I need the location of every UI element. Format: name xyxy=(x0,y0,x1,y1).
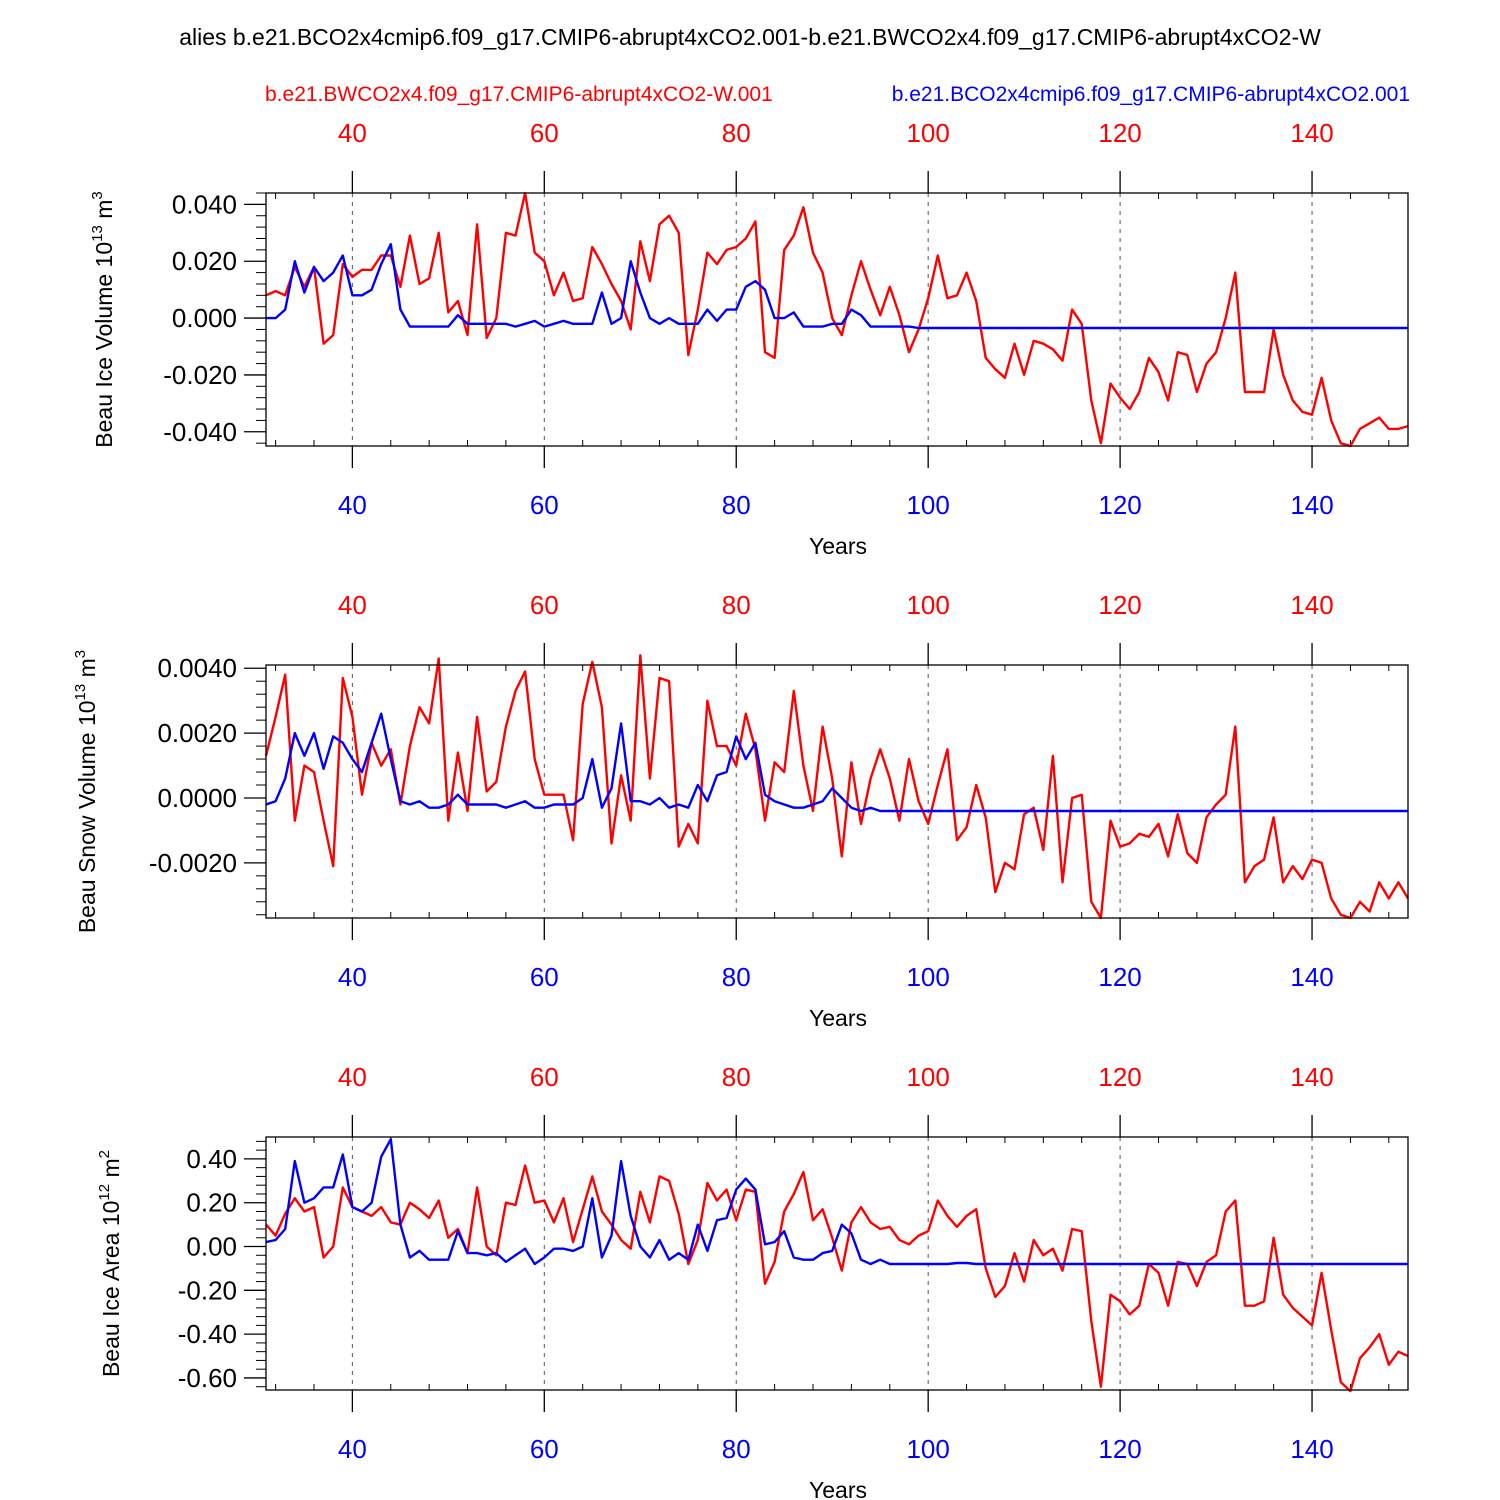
panel-ice-area: 40 40 60 60 80 80 100 100 120 120 140 140 0.40 0.20 0.… xyxy=(96,1062,1409,1500)
y-axis-label: Beau Ice Volume 1013 m3 xyxy=(89,191,117,447)
y-tick-label: -0.0020 xyxy=(149,848,237,878)
y-axis-label-part: m xyxy=(98,1158,124,1184)
x-axis-label: Years xyxy=(809,533,867,559)
y-tick-label: 0.000 xyxy=(172,303,237,333)
bottom-x-tick-label: 140 xyxy=(1290,962,1333,992)
bottom-x-tick-label: 60 xyxy=(530,490,559,520)
y-tick-label: 0.020 xyxy=(172,246,237,276)
series-line-blue xyxy=(266,242,1408,330)
top-x-tick-label: 100 xyxy=(906,118,949,148)
y-tick-label: -0.040 xyxy=(163,417,237,447)
panel-snow-volume: 40 40 60 60 80 80 100 100 120 120 140 140 0.0040 0.00… xyxy=(72,590,1410,1031)
bottom-x-tick-label: 120 xyxy=(1098,490,1141,520)
y-axis-label-superscript: 13 xyxy=(89,225,106,242)
y-tick-label: -0.20 xyxy=(178,1275,237,1305)
top-x-tick-label: 100 xyxy=(906,590,949,620)
bottom-x-tick-label: 80 xyxy=(722,490,751,520)
bottom-x-tick-label: 120 xyxy=(1098,962,1141,992)
bottom-x-tick-label: 40 xyxy=(338,1434,367,1464)
x-axis-label: Years xyxy=(809,1477,867,1500)
top-x-tick-label: 80 xyxy=(722,1062,751,1092)
bottom-x-tick-label: 40 xyxy=(338,962,367,992)
plot-frame xyxy=(265,1136,1409,1391)
top-x-tick-label: 120 xyxy=(1098,1062,1141,1092)
series-line-red xyxy=(265,191,1409,448)
legend-red-series-name: b.e21.BWCO2x4.f09_g17.CMIP6-abrupt4xCO2-… xyxy=(265,83,773,106)
top-x-tick-label: 40 xyxy=(338,590,367,620)
bottom-x-tick-label: 120 xyxy=(1098,1434,1141,1464)
bottom-x-tick-label: 60 xyxy=(530,962,559,992)
y-axis-label: Beau Snow Volume 1013 m3 xyxy=(72,650,100,933)
bottom-x-tick-label: 140 xyxy=(1290,490,1333,520)
bottom-x-tick-label: 100 xyxy=(906,962,949,992)
bottom-x-tick-label: 60 xyxy=(530,1434,559,1464)
top-x-tick-label: 140 xyxy=(1290,590,1333,620)
x-axis-label: Years xyxy=(809,1005,867,1031)
bottom-x-tick-label: 40 xyxy=(338,490,367,520)
y-tick-label: 0.00 xyxy=(186,1232,237,1262)
top-x-tick-label: 140 xyxy=(1290,1062,1333,1092)
top-x-tick-label: 60 xyxy=(530,118,559,148)
top-x-tick-label: 80 xyxy=(722,590,751,620)
y-axis-label-superscript: 3 xyxy=(72,650,89,658)
plot-frame xyxy=(265,664,1409,919)
series-line-red xyxy=(265,1164,1409,1393)
y-tick-label: -0.020 xyxy=(163,360,237,390)
panel-ice-volume: 40 40 60 60 80 80 100 100 120 120 140 140 0.040 0.020… xyxy=(89,83,1410,559)
y-axis-label-part: m xyxy=(74,658,100,684)
y-axis-label-part: m xyxy=(91,200,117,226)
bottom-x-tick-label: 100 xyxy=(906,1434,949,1464)
top-x-tick-label: 60 xyxy=(530,1062,559,1092)
top-x-tick-label: 80 xyxy=(722,118,751,148)
top-x-tick-label: 60 xyxy=(530,590,559,620)
y-tick-label: 0.0000 xyxy=(157,783,237,813)
y-axis-label-superscript: 3 xyxy=(89,191,106,199)
y-axis-label-superscript: 2 xyxy=(96,1150,113,1158)
top-x-tick-label: 140 xyxy=(1290,118,1333,148)
y-axis-label-part: Beau Ice Area 10 xyxy=(98,1201,124,1377)
bottom-x-tick-label: 80 xyxy=(722,1434,751,1464)
bottom-x-tick-label: 140 xyxy=(1290,1434,1333,1464)
top-x-tick-label: 120 xyxy=(1098,590,1141,620)
chart-main-title: alies b.e21.BCO2x4cmip6.f09_g17.CMIP6-ab… xyxy=(179,24,1321,50)
top-x-tick-label: 40 xyxy=(338,118,367,148)
y-tick-label: 0.20 xyxy=(186,1188,237,1218)
top-x-tick-label: 120 xyxy=(1098,118,1141,148)
y-tick-label: 0.0020 xyxy=(157,718,237,748)
y-tick-label: 0.0040 xyxy=(157,653,237,683)
series-line-blue xyxy=(265,712,1408,813)
y-axis-label-superscript: 13 xyxy=(72,684,89,701)
legend-blue-series-name: b.e21.BCO2x4cmip6.f09_g17.CMIP6-abrupt4x… xyxy=(892,83,1410,106)
y-axis-label: Beau Ice Area 1012 m2 xyxy=(96,1150,124,1377)
y-axis-label-part: Beau Ice Volume 10 xyxy=(91,242,117,448)
y-axis-label-part: Beau Snow Volume 10 xyxy=(74,700,100,933)
y-tick-label: 0.040 xyxy=(172,189,237,219)
top-x-tick-label: 40 xyxy=(338,1062,367,1092)
series-line-blue xyxy=(265,1137,1408,1266)
y-axis-label-superscript: 12 xyxy=(96,1184,113,1201)
y-tick-label: 0.40 xyxy=(186,1144,237,1174)
top-x-tick-label: 100 xyxy=(906,1062,949,1092)
bottom-x-tick-label: 100 xyxy=(906,490,949,520)
series-line-red xyxy=(264,654,1410,920)
y-tick-label: -0.40 xyxy=(178,1319,237,1349)
y-tick-label: -0.60 xyxy=(178,1363,237,1393)
plot-frame xyxy=(265,192,1409,447)
bottom-x-tick-label: 80 xyxy=(722,962,751,992)
